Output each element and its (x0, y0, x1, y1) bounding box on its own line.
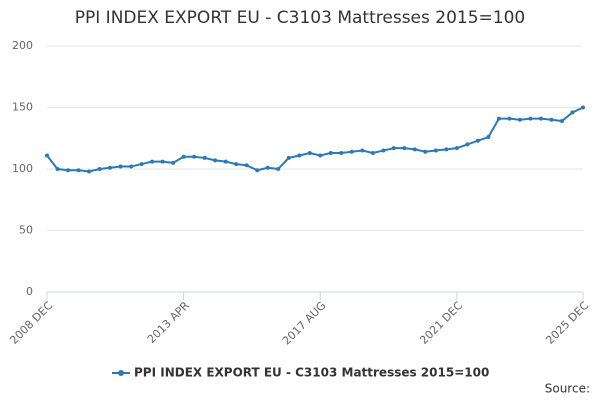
marker (559, 119, 564, 124)
marker (129, 164, 134, 169)
x-tick-label: 2008 DEC (7, 299, 55, 347)
x-tick-label: 2021 DEC (417, 299, 465, 347)
marker (108, 165, 113, 170)
marker (412, 147, 417, 152)
marker (87, 169, 92, 174)
marker (286, 155, 291, 160)
marker (202, 155, 207, 160)
marker (339, 151, 344, 156)
marker (570, 110, 575, 115)
marker (297, 153, 302, 158)
marker (349, 149, 354, 154)
marker (265, 165, 270, 170)
marker (391, 146, 396, 151)
marker (423, 149, 428, 154)
marker (496, 116, 501, 121)
x-tick-label: 2025 DEC (543, 299, 591, 347)
marker (171, 160, 176, 165)
marker (444, 147, 449, 152)
y-tick-label: 200 (12, 39, 33, 52)
marker (486, 135, 491, 140)
legend-label: PPI INDEX EXPORT EU - C3103 Mattresses 2… (134, 366, 489, 380)
x-tick-label: 2013 APR (145, 299, 192, 346)
marker (160, 159, 165, 164)
marker (402, 146, 407, 151)
marker (360, 148, 365, 153)
marker (244, 163, 249, 168)
marker (507, 116, 512, 121)
y-tick-label: 150 (12, 101, 33, 114)
marker (276, 167, 281, 171)
marker (370, 151, 375, 156)
marker (66, 168, 71, 173)
marker (192, 154, 197, 159)
marker (223, 159, 228, 164)
marker (255, 168, 260, 173)
marker (97, 167, 102, 171)
marker (549, 117, 554, 122)
y-tick-label: 50 (19, 224, 33, 237)
marker (454, 146, 459, 151)
marker (45, 153, 49, 158)
marker (139, 162, 144, 167)
marker (465, 142, 470, 147)
marker (433, 148, 438, 153)
legend-marker (118, 370, 124, 376)
marker (118, 164, 123, 169)
marker (55, 167, 60, 171)
x-tick-label: 2017 AUG (280, 299, 329, 348)
line (46, 106, 584, 173)
marker (307, 151, 312, 156)
marker (528, 116, 533, 121)
marker (234, 162, 239, 167)
marker (581, 105, 585, 110)
marker (181, 154, 186, 159)
marker (475, 138, 480, 143)
y-tick-label: 100 (12, 162, 33, 175)
marker (381, 148, 386, 153)
marker (150, 159, 155, 164)
chart-title: PPI INDEX EXPORT EU - C3103 Mattresses 2… (75, 8, 525, 28)
marker (76, 168, 81, 173)
marker (213, 158, 218, 163)
y-tick-label: 0 (26, 285, 33, 298)
marker (517, 117, 522, 122)
marker (328, 151, 333, 156)
marker (318, 153, 323, 158)
marker (538, 116, 543, 121)
source: Source: (545, 382, 590, 396)
